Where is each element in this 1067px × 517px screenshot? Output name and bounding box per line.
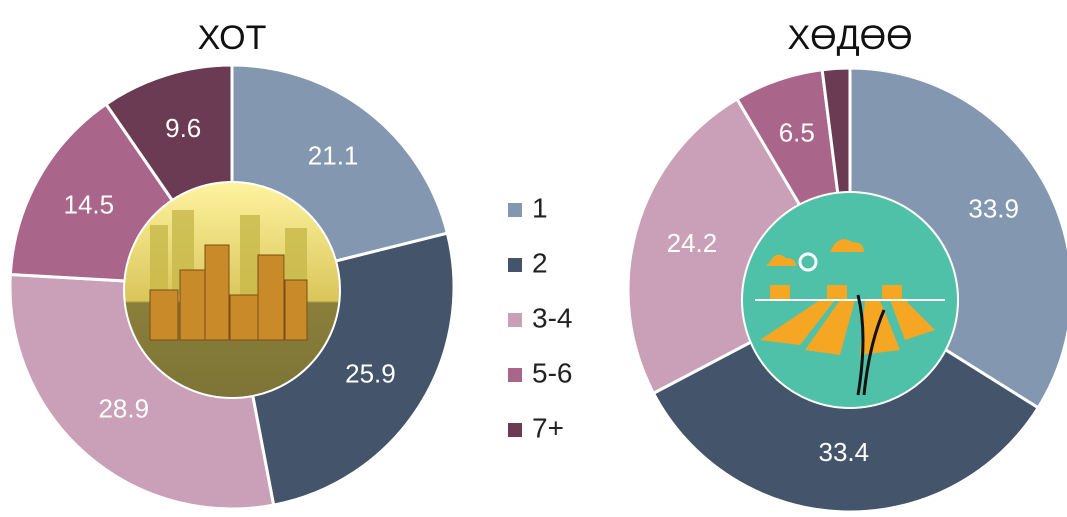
legend-swatch — [508, 203, 522, 217]
data-label: 6.5 — [779, 117, 815, 147]
legend-swatch — [508, 368, 522, 382]
legend-label: 3-4 — [532, 302, 572, 333]
data-label: 28.9 — [98, 393, 149, 423]
pie-slice — [626, 96, 853, 396]
legend-swatch — [508, 423, 522, 437]
data-label: 25.9 — [345, 358, 396, 388]
chart-title: ХӨДӨӨ — [787, 19, 912, 57]
data-label: 14.5 — [63, 189, 114, 219]
legend-label: 2 — [532, 247, 548, 278]
legend: 1 2 3-4 5-6 7+ — [508, 192, 572, 443]
data-label: 21.1 — [308, 140, 359, 170]
legend-label: 1 — [532, 192, 548, 223]
legend-label: 7+ — [532, 412, 564, 443]
legend-label: 5-6 — [532, 357, 572, 388]
legend-swatch — [508, 258, 522, 272]
decorations — [123, 181, 959, 409]
data-label: 24.2 — [667, 228, 718, 258]
data-label: 33.4 — [819, 437, 870, 467]
data-label: 9.6 — [165, 113, 201, 143]
legend-swatch — [508, 313, 522, 327]
chart-title: ХОТ — [198, 19, 267, 57]
data-label: 33.9 — [968, 193, 1019, 223]
